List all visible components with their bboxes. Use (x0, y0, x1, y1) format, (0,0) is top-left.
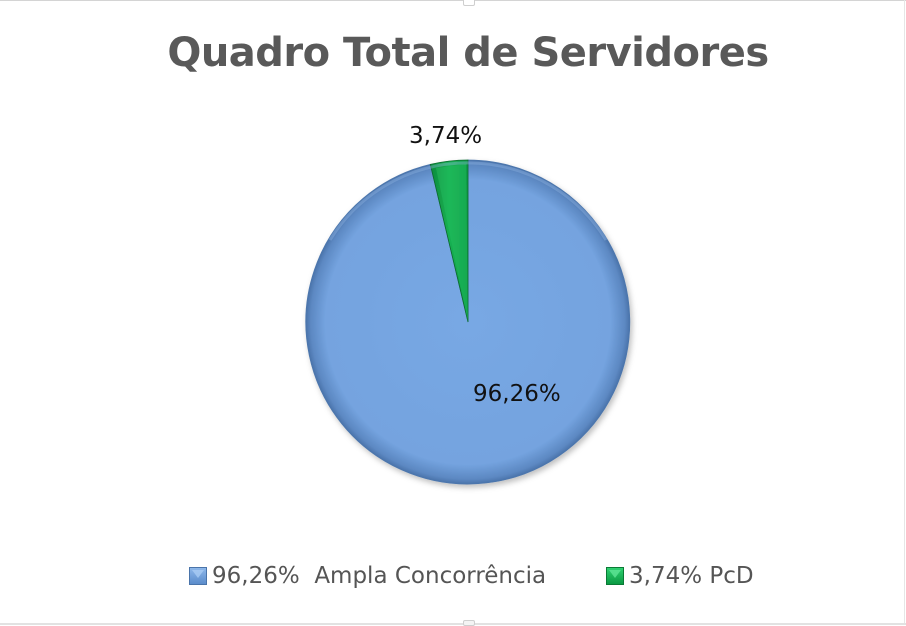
chart-frame-bottom-border (0, 623, 906, 625)
chart-frame-right-border (904, 0, 905, 625)
legend-swatch-blue-icon (189, 567, 207, 585)
data-label-pcd: 3,74% (409, 123, 483, 149)
legend-item-pcd[interactable]: 3,74% PcD (606, 563, 754, 589)
resize-handle-top[interactable] (463, 0, 475, 6)
legend-swatch-green-icon (606, 567, 624, 585)
legend-item-ampla[interactable]: 96,26% Ampla Concorrência (189, 563, 546, 589)
pie-rim-highlight (328, 161, 608, 241)
chart-frame-top-border (0, 0, 906, 1)
pie-slice-pcd-highlight (436, 164, 468, 322)
legend-label-ampla: 96,26% Ampla Concorrência (212, 563, 547, 589)
chart-title: Quadro Total de Servidores (167, 30, 769, 76)
legend: 96,26% Ampla Concorrência 3,74% PcD (0, 563, 906, 593)
data-label-ampla: 96,26% (473, 381, 561, 407)
legend-label-pcd: 3,74% PcD (629, 563, 754, 589)
